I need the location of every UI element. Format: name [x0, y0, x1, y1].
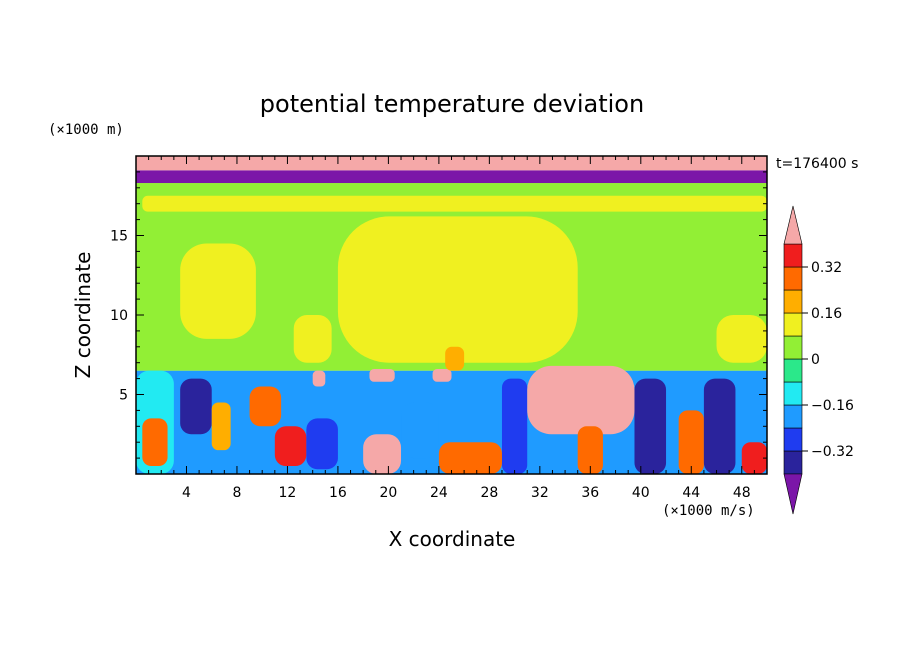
colorbar-band — [783, 404, 803, 429]
heatmap-cell — [501, 378, 528, 474]
plot-area — [135, 155, 768, 475]
colorbar-label: 0.32 — [811, 260, 842, 276]
y-unit-label: (×1000 m) — [48, 122, 124, 138]
y-axis-label: Z coordinate — [71, 252, 95, 379]
heatmap-cell — [438, 442, 502, 474]
colorbar-band — [783, 266, 803, 291]
heatmap-cell — [142, 195, 767, 212]
chart-title: potential temperature deviation — [260, 90, 644, 118]
colorbar-label: 0.16 — [811, 306, 842, 322]
heatmap-cell — [363, 434, 402, 474]
heatmap-cell — [678, 410, 704, 474]
x-tick-label: 32 — [531, 485, 549, 501]
x-tick-label: 28 — [480, 485, 498, 501]
x-tick-label: 24 — [430, 485, 448, 501]
heatmap-cell — [180, 243, 256, 339]
heatmap-cell — [293, 315, 332, 363]
x-tick-label: 44 — [682, 485, 700, 501]
x-tick-label: 36 — [581, 485, 599, 501]
colorbar-band — [783, 312, 803, 337]
y-tick-label: 15 — [110, 229, 128, 245]
colorbar-band — [783, 450, 803, 475]
y-tick-label: 10 — [110, 308, 128, 324]
heatmap-cell — [249, 386, 282, 427]
colorbar-label: −0.32 — [811, 444, 854, 460]
heatmap-cell — [716, 315, 767, 363]
x-tick-label: 8 — [232, 485, 241, 501]
colorbar-band — [783, 335, 803, 360]
x-axis-label: X coordinate — [389, 527, 516, 551]
colorbar-band — [783, 289, 803, 314]
heatmap-cell — [136, 156, 767, 171]
colorbar: 0.32 0.16 0 −0.16 −0.32 — [783, 205, 854, 515]
heatmap-cell — [369, 369, 395, 382]
x-tick-label: 12 — [279, 485, 297, 501]
colorbar-label: 0 — [811, 352, 820, 368]
heatmap-cell — [577, 426, 603, 474]
y-tick-label: 5 — [119, 388, 128, 404]
heatmap-cell — [401, 402, 439, 459]
x-axis-ticks: 4 8 12 16 20 24 28 32 36 40 44 48 — [148, 156, 755, 501]
heatmap-cell — [337, 216, 578, 363]
x-tick-label: 16 — [329, 485, 347, 501]
x-unit-label: (×1000 m/s) — [662, 503, 755, 519]
colorbar-min-triangle — [783, 473, 803, 515]
heatmap-cell — [445, 346, 465, 371]
heatmap-cell — [741, 442, 767, 474]
colorbar-band — [783, 358, 803, 383]
heatmap-cell — [703, 378, 736, 474]
time-label: t=176400 s — [776, 156, 858, 172]
heatmap-cell — [527, 365, 635, 435]
heatmap-cell — [136, 170, 767, 184]
heatmap-cell — [274, 426, 307, 467]
heatmap-cell — [312, 370, 326, 387]
y-axis-ticks: 5 10 15 — [110, 171, 767, 459]
colorbar-label: −0.16 — [811, 398, 854, 414]
colorbar-band — [783, 243, 803, 268]
x-tick-label: 4 — [182, 485, 191, 501]
colorbar-band — [783, 427, 803, 452]
heatmap-cell — [180, 378, 212, 435]
heatmap-cell — [634, 378, 667, 474]
x-tick-label: 20 — [379, 485, 397, 501]
colorbar-max-triangle — [783, 205, 803, 245]
x-tick-label: 40 — [632, 485, 650, 501]
colorbar-band — [783, 381, 803, 406]
heatmap-cell — [211, 402, 231, 451]
heatmap-cell — [432, 369, 452, 382]
heatmap-cell — [306, 418, 338, 470]
x-tick-label: 48 — [733, 485, 751, 501]
heatmap-cell — [142, 418, 168, 467]
